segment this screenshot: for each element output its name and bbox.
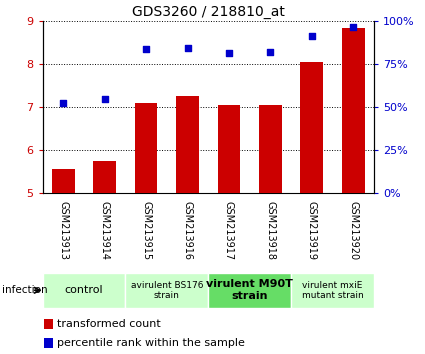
Bar	[52, 169, 75, 193]
Bar	[135, 103, 158, 193]
Bar	[342, 28, 365, 193]
Text: virulent mxiE
mutant strain: virulent mxiE mutant strain	[302, 281, 363, 300]
Point	[309, 33, 315, 39]
Bar	[291, 273, 374, 308]
Point	[350, 24, 357, 30]
Bar	[300, 62, 323, 193]
Bar	[176, 96, 199, 193]
Bar	[218, 105, 241, 193]
Text: percentile rank within the sample: percentile rank within the sample	[57, 338, 245, 348]
Text: GSM213917: GSM213917	[224, 201, 234, 260]
Bar	[93, 161, 116, 193]
Text: GSM213913: GSM213913	[58, 201, 68, 260]
Text: GSM213916: GSM213916	[182, 201, 193, 260]
Point	[267, 49, 274, 55]
Text: transformed count: transformed count	[57, 319, 161, 329]
Point	[101, 96, 108, 101]
Text: virulent M90T
strain: virulent M90T strain	[206, 279, 293, 301]
Text: GSM213914: GSM213914	[99, 201, 110, 260]
Text: GSM213918: GSM213918	[265, 201, 275, 260]
Bar	[208, 273, 291, 308]
Text: infection: infection	[2, 285, 48, 295]
Bar	[125, 273, 208, 308]
Text: avirulent BS176
strain: avirulent BS176 strain	[130, 281, 203, 300]
Point	[226, 50, 232, 56]
Text: GSM213919: GSM213919	[307, 201, 317, 260]
Bar	[42, 273, 125, 308]
Bar	[44, 319, 54, 329]
Text: GSM213915: GSM213915	[141, 201, 151, 260]
Point	[143, 46, 150, 52]
Point	[184, 45, 191, 51]
Bar	[44, 338, 54, 348]
Text: GSM213920: GSM213920	[348, 201, 358, 260]
Text: control: control	[65, 285, 103, 295]
Title: GDS3260 / 218810_at: GDS3260 / 218810_at	[132, 5, 285, 19]
Point	[60, 100, 67, 105]
Bar	[259, 105, 282, 193]
